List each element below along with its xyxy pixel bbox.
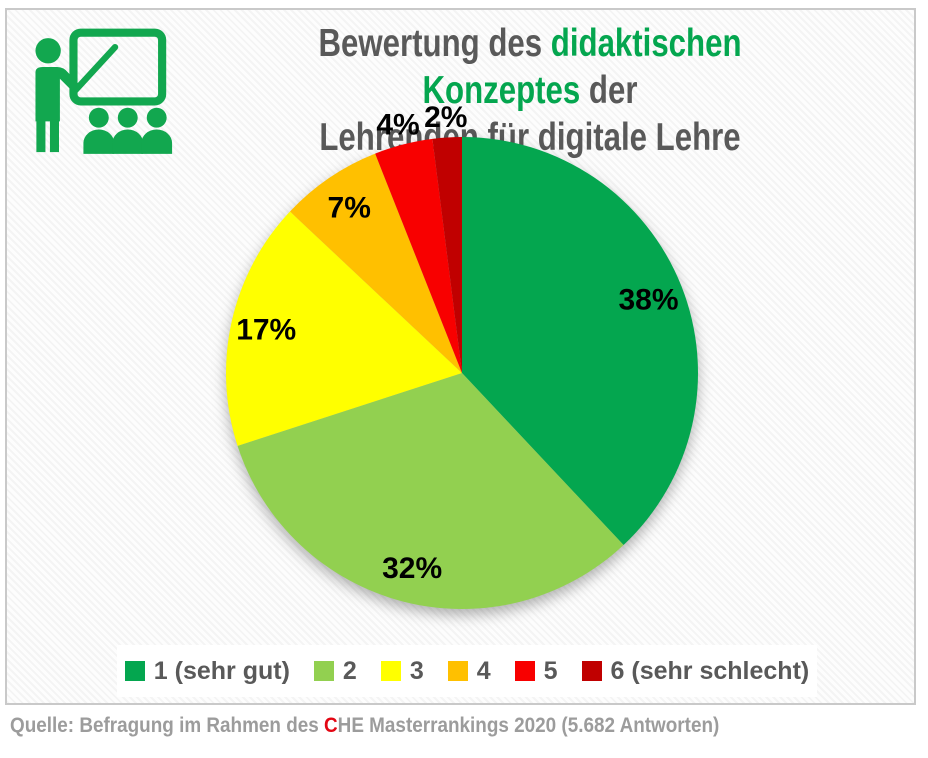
pie-slice-6 xyxy=(432,137,462,373)
teacher-head-icon xyxy=(35,38,61,64)
legend-label: 1 (sehr gut) xyxy=(153,656,290,685)
legend-label: 4 xyxy=(476,656,491,685)
pie-slice-5 xyxy=(375,138,462,373)
source-rest: HE Masterrankings 2020 (5.682 Antworten) xyxy=(337,714,720,737)
chart-legend: 1 (sehr gut) 2 3 4 5 6 (sehr schlecht) xyxy=(117,645,817,697)
pie-data-label: 4% xyxy=(376,108,419,141)
legend-swatch xyxy=(380,661,401,681)
pie-data-label: 7% xyxy=(328,192,371,225)
legend-label: 3 xyxy=(409,656,424,685)
legend-label: 6 (sehr schlecht) xyxy=(610,656,810,685)
chart-title-highlight: didaktischen Konzeptes xyxy=(422,22,742,112)
pie-slice-2 xyxy=(237,373,624,610)
legend-item: 3 xyxy=(380,656,424,686)
legend-swatch xyxy=(313,661,334,681)
teacher-leg-icon xyxy=(49,119,59,153)
pie-chart-svg: 38% 32% 17% 7% 4% 2% xyxy=(225,101,699,610)
pie-slice-1 xyxy=(462,137,699,546)
legend-item: 6 (sehr schlecht) xyxy=(581,656,810,686)
teacher-body-icon xyxy=(35,67,81,122)
legend-label: 2 xyxy=(342,656,357,685)
legend-item: 4 xyxy=(447,656,491,686)
audience-icon xyxy=(83,107,173,154)
teacher-presentation-svg xyxy=(35,28,173,154)
whiteboard-icon xyxy=(69,28,167,106)
pie-data-label: 32% xyxy=(382,552,442,585)
pie-slice-4 xyxy=(289,153,462,373)
pie-chart: 38% 32% 17% 7% 4% 2% xyxy=(177,88,747,658)
source-note: Quelle: Befragung im Rahmen des CHE Mast… xyxy=(10,714,719,738)
legend-swatch xyxy=(581,661,602,681)
legend-item: 2 xyxy=(313,656,357,686)
teacher-leg-icon xyxy=(36,119,46,153)
pie-data-label: 2% xyxy=(424,101,467,134)
legend-label: 5 xyxy=(543,656,558,685)
source-prefix: Quelle: Befragung im Rahmen des xyxy=(10,714,325,737)
legend-swatch xyxy=(447,661,468,681)
pie-data-label: 38% xyxy=(618,284,678,317)
legend-swatch xyxy=(514,661,535,681)
chart-title-line1: Bewertung des didaktischen Konzeptes der xyxy=(318,22,742,112)
pointer-stick-icon xyxy=(70,43,119,96)
legend-item: 1 (sehr gut) xyxy=(124,656,290,686)
legend-swatch xyxy=(124,661,145,681)
pie-data-label: 17% xyxy=(236,314,296,347)
pie-slice-3 xyxy=(225,211,462,446)
teacher-presentation-icon xyxy=(21,20,173,160)
source-highlight: C xyxy=(324,714,338,737)
chart-title: Bewertung des didaktischen Konzeptes der… xyxy=(236,20,825,161)
chart-frame: Bewertung des didaktischen Konzeptes der… xyxy=(5,8,916,705)
legend-item: 5 xyxy=(514,656,558,686)
